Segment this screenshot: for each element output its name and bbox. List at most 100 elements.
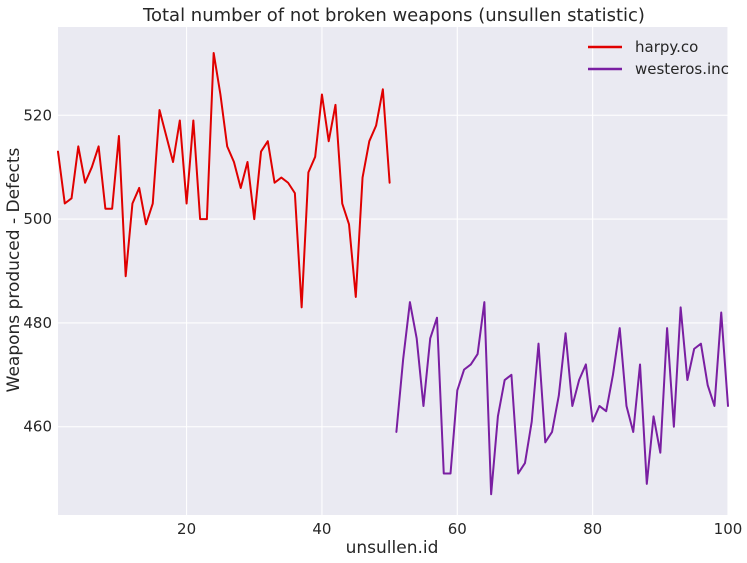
x-tick-label: 40 (312, 520, 331, 538)
data-point (443, 472, 445, 474)
data-point (578, 379, 580, 381)
data-point (57, 151, 59, 153)
data-point (274, 182, 276, 184)
data-point (294, 192, 296, 194)
series-line (57, 51, 391, 309)
data-point (619, 327, 621, 329)
data-point (680, 306, 682, 308)
legend: harpy.co westeros.inc (588, 38, 729, 78)
x-tick-label: 80 (583, 520, 602, 538)
data-point (328, 140, 330, 142)
data-point (91, 166, 93, 168)
data-point (301, 306, 303, 308)
data-point (504, 379, 506, 381)
data-point (267, 140, 269, 142)
data-point (71, 197, 73, 199)
data-point (375, 125, 377, 127)
x-tick-label: 60 (448, 520, 467, 538)
data-point (199, 218, 201, 220)
data-point (659, 452, 661, 454)
data-point (334, 104, 336, 106)
data-point (470, 363, 472, 365)
data-point (524, 462, 526, 464)
plot-area (58, 27, 728, 515)
data-point (571, 405, 573, 407)
data-point (118, 135, 120, 137)
data-point (632, 431, 634, 433)
legend-label: westeros.inc (635, 60, 729, 78)
data-point (253, 218, 255, 220)
data-point (280, 177, 282, 179)
data-point (64, 203, 66, 205)
y-axis-ticks: 460 480 500 520 (23, 106, 52, 435)
data-point (348, 223, 350, 225)
data-point (477, 353, 479, 355)
data-point (186, 203, 188, 205)
data-point (436, 317, 438, 319)
data-point (152, 203, 154, 205)
data-point (260, 151, 262, 153)
data-point (314, 156, 316, 158)
data-point (592, 421, 594, 423)
data-point (673, 426, 675, 428)
data-point (219, 93, 221, 95)
data-point (382, 88, 384, 90)
data-point (422, 405, 424, 407)
data-point (517, 472, 519, 474)
data-point (355, 296, 357, 298)
data-point (246, 161, 248, 163)
y-tick-label: 480 (23, 314, 52, 332)
data-point (402, 358, 404, 360)
data-point (368, 140, 370, 142)
y-tick-label: 500 (23, 210, 52, 228)
data-point (240, 187, 242, 189)
data-point (125, 275, 127, 277)
data-point (490, 493, 492, 495)
x-axis-ticks: 20 40 60 80 100 (177, 520, 742, 538)
y-tick-label: 520 (23, 106, 52, 124)
data-point (226, 145, 228, 147)
data-point (98, 145, 100, 147)
series-westeros-inc (395, 301, 729, 496)
data-point (145, 223, 147, 225)
data-point (544, 441, 546, 443)
data-point (172, 161, 174, 163)
data-point (483, 301, 485, 303)
data-point (389, 182, 391, 184)
data-point (625, 405, 627, 407)
data-point (565, 332, 567, 334)
data-point (395, 431, 397, 433)
data-point (713, 405, 715, 407)
data-point (416, 337, 418, 339)
data-point (463, 369, 465, 371)
data-point (138, 187, 140, 189)
series-line (395, 301, 729, 496)
data-point (192, 119, 194, 121)
data-point (693, 348, 695, 350)
x-tick-label: 100 (714, 520, 743, 538)
data-point (84, 182, 86, 184)
chart-title: Total number of not broken weapons (unsu… (142, 5, 645, 26)
data-point (612, 374, 614, 376)
data-point (510, 374, 512, 376)
x-tick-label: 20 (177, 520, 196, 538)
data-point (321, 93, 323, 95)
data-point (111, 208, 113, 210)
data-point (409, 301, 411, 303)
data-point (646, 483, 648, 485)
data-point (707, 384, 709, 386)
data-point (653, 415, 655, 417)
y-tick-label: 460 (23, 418, 52, 436)
y-axis-label: Weapons produced - Defects (4, 148, 24, 393)
data-point (700, 343, 702, 345)
data-point (727, 405, 729, 407)
data-point (686, 379, 688, 381)
grid (58, 27, 729, 515)
data-point (341, 203, 343, 205)
data-point (538, 343, 540, 345)
data-point (206, 218, 208, 220)
data-point (598, 405, 600, 407)
data-point (720, 312, 722, 314)
